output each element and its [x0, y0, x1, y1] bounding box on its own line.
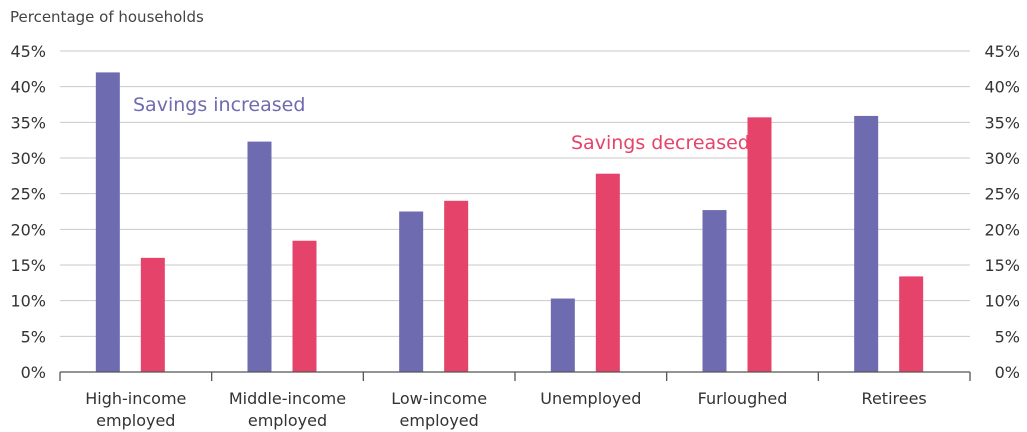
bar-savings-increased: [247, 141, 272, 372]
bar-savings-increased: [854, 115, 879, 372]
x-category-label: Unemployed: [540, 389, 641, 408]
y-tick-label-right: 40%: [984, 78, 1020, 97]
y-tick-label-right: 35%: [984, 113, 1020, 132]
y-tick-label-left: 5%: [21, 327, 46, 346]
y-tick-label-right: 0%: [995, 363, 1020, 382]
x-category-label: employed: [248, 411, 327, 430]
y-tick-label-right: 10%: [984, 292, 1020, 311]
x-category-label: Low-income: [391, 389, 487, 408]
y-tick-label-left: 45%: [10, 42, 46, 61]
series-label-savings-decreased: Savings decreased: [571, 132, 750, 154]
gridlines: [60, 50, 970, 337]
x-category-label: Middle-income: [229, 389, 346, 408]
x-category-label: employed: [96, 411, 175, 430]
bar-savings-decreased: [595, 173, 620, 372]
y-tick-label-left: 0%: [21, 363, 46, 382]
bar-savings-decreased: [899, 276, 924, 372]
y-tick-label-right: 5%: [995, 327, 1020, 346]
y-tick-label-right: 20%: [984, 220, 1020, 239]
y-tick-label-left: 10%: [10, 292, 46, 311]
y-tick-label-right: 15%: [984, 256, 1020, 275]
x-axis: High-income employed Middle-income employed…: [59, 371, 971, 430]
bar-savings-increased: [399, 211, 424, 372]
y-tick-label-left: 20%: [10, 220, 46, 239]
y-axis-unit-label: Percentage of households: [10, 8, 204, 26]
bar-savings-increased: [702, 210, 727, 372]
y-tick-label-left: 35%: [10, 113, 46, 132]
bar-savings-decreased: [444, 200, 469, 372]
y-tick-label-left: 15%: [10, 256, 46, 275]
y-tick-label-left: 40%: [10, 78, 46, 97]
y-tick-label-left: 25%: [10, 185, 46, 204]
y-tick-label-right: 45%: [984, 42, 1020, 61]
y-tick-label-right: 25%: [984, 185, 1020, 204]
x-category-label: Furloughed: [698, 389, 788, 408]
bar-savings-decreased: [140, 257, 165, 372]
bar-savings-decreased: [292, 240, 317, 372]
bar-savings-decreased: [747, 117, 772, 372]
series-label-savings-increased: Savings increased: [133, 94, 305, 116]
bar-savings-increased: [550, 298, 575, 372]
bars: [95, 72, 924, 373]
x-category-label: High-income: [85, 389, 186, 408]
bar-savings-increased: [95, 72, 120, 373]
y-tick-label-right: 30%: [984, 149, 1020, 168]
y-axis-left: 0% 5% 10% 15% 20% 25% 30% 35% 40% 45%: [10, 42, 46, 382]
x-category-label: employed: [400, 411, 479, 430]
x-category-label: Retirees: [862, 389, 927, 408]
y-tick-label-left: 30%: [10, 149, 46, 168]
y-axis-right: 0% 5% 10% 15% 20% 25% 30% 35% 40% 45%: [984, 42, 1020, 382]
